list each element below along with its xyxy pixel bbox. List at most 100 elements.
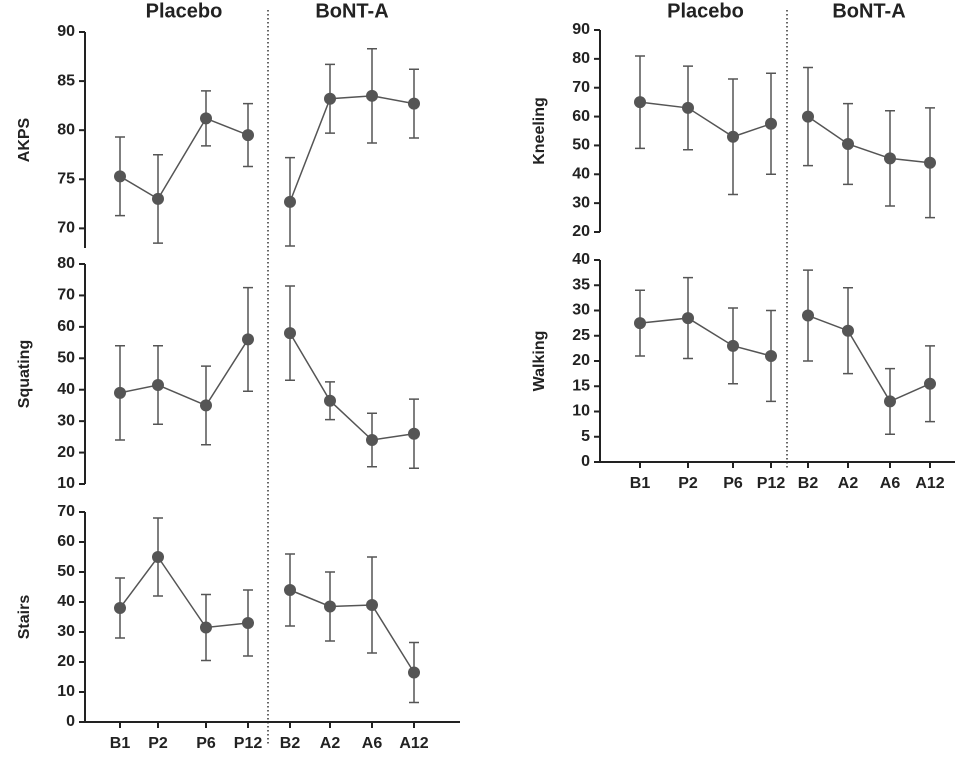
data-point <box>152 379 164 391</box>
y-tick-label: 20 <box>57 444 75 461</box>
y-tick-label: 10 <box>57 475 75 492</box>
series-line <box>289 589 415 673</box>
y-tick-label: 30 <box>572 194 590 211</box>
data-point <box>152 192 164 205</box>
x-tick-label: A12 <box>399 735 428 752</box>
y-tick-label: 50 <box>57 350 75 367</box>
y-tick-label: 30 <box>57 623 75 640</box>
series-line <box>807 314 931 403</box>
data-point <box>366 434 378 446</box>
group-label: Placebo <box>667 0 744 22</box>
y-tick-label: 40 <box>57 381 75 398</box>
data-point <box>324 600 336 613</box>
data-point <box>634 96 646 109</box>
data-point <box>765 349 777 362</box>
x-tick-label: A6 <box>362 735 383 752</box>
y-tick-label: 60 <box>57 533 75 550</box>
y-tick-label: 90 <box>57 23 75 40</box>
data-point <box>802 110 814 123</box>
data-point <box>242 333 254 346</box>
y-tick-label: 20 <box>572 223 590 240</box>
data-point <box>727 339 739 352</box>
data-point <box>408 427 420 440</box>
data-point <box>366 89 378 102</box>
x-tick-label: B2 <box>798 475 819 492</box>
series-line <box>807 115 931 164</box>
data-point <box>842 137 854 150</box>
data-point <box>284 584 296 596</box>
y-tick-label: 85 <box>57 72 75 89</box>
data-point <box>152 551 164 563</box>
y-tick-label: 50 <box>572 137 590 154</box>
data-point <box>634 317 646 330</box>
x-tick-label: A2 <box>838 475 859 492</box>
y-tick-label: 80 <box>57 121 75 138</box>
y-tick-label: 70 <box>572 79 590 96</box>
y-tick-label: 75 <box>57 170 75 187</box>
y-tick-label: 15 <box>572 377 590 394</box>
x-tick-label: P6 <box>723 475 743 492</box>
y-tick-label: 40 <box>572 166 590 183</box>
data-point <box>114 602 126 614</box>
x-tick-label: P2 <box>148 735 168 752</box>
data-point <box>324 394 336 407</box>
y-tick-label: 25 <box>572 327 590 344</box>
data-point <box>366 599 378 611</box>
y-tick-label: 70 <box>57 287 75 304</box>
x-tick-label: A12 <box>915 475 944 492</box>
series-line <box>289 332 415 441</box>
y-tick-label: 90 <box>572 21 590 38</box>
series-line <box>639 317 772 357</box>
data-point <box>284 327 296 340</box>
y-axis-label: Stairs <box>16 595 33 640</box>
x-tick-label: B1 <box>630 475 651 492</box>
y-tick-label: 20 <box>572 352 590 369</box>
data-point <box>200 399 212 412</box>
data-point <box>842 324 854 337</box>
data-point <box>284 195 296 208</box>
data-point <box>765 117 777 130</box>
x-tick-label: B1 <box>110 735 131 752</box>
x-tick-label: P12 <box>234 735 263 752</box>
x-tick-label: P2 <box>678 475 698 492</box>
series-line <box>119 339 249 407</box>
series-line <box>119 117 249 200</box>
data-point <box>408 666 420 679</box>
y-tick-label: 30 <box>572 302 590 319</box>
data-point <box>884 152 896 165</box>
y-tick-label: 70 <box>57 503 75 520</box>
data-point <box>682 312 694 325</box>
series-line <box>639 101 772 138</box>
y-tick-label: 80 <box>572 50 590 67</box>
data-point <box>727 130 739 143</box>
y-tick-label: 60 <box>57 318 75 335</box>
x-tick-label: P12 <box>757 475 786 492</box>
y-tick-label: 40 <box>57 593 75 610</box>
y-axis-label: Walking <box>531 331 548 392</box>
y-tick-label: 70 <box>57 220 75 237</box>
y-tick-label: 0 <box>66 713 75 730</box>
y-tick-label: 50 <box>57 563 75 580</box>
data-point <box>242 617 254 629</box>
y-axis-label: AKPS <box>16 117 33 162</box>
data-point <box>114 386 126 399</box>
y-tick-label: 10 <box>572 403 590 420</box>
data-point <box>324 92 336 105</box>
data-point <box>242 129 254 142</box>
data-point <box>924 156 936 169</box>
group-label: Placebo <box>146 0 223 22</box>
data-point <box>114 170 126 183</box>
y-axis-label: Squating <box>16 340 33 408</box>
series-line <box>289 95 415 203</box>
data-point <box>802 309 814 322</box>
y-tick-label: 10 <box>57 683 75 700</box>
data-point <box>200 621 212 634</box>
y-tick-label: 20 <box>57 653 75 670</box>
data-point <box>884 395 896 408</box>
y-tick-label: 0 <box>581 453 590 470</box>
x-tick-label: B2 <box>280 735 301 752</box>
data-point <box>200 112 212 125</box>
data-point <box>682 101 694 114</box>
x-tick-label: A2 <box>320 735 341 752</box>
